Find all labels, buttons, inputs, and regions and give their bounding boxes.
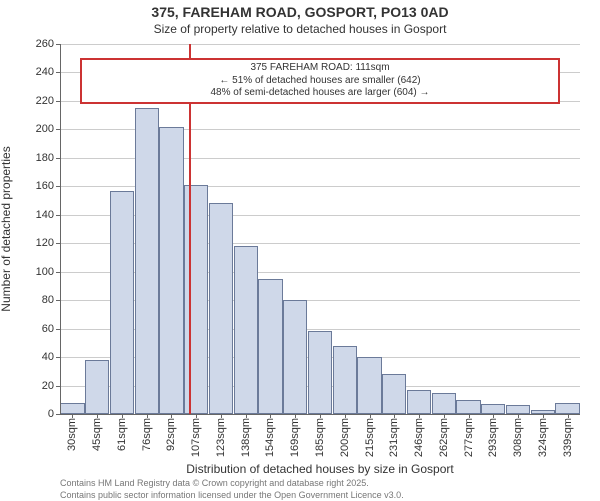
- xtick-label: 61sqm: [116, 418, 128, 451]
- annotation-box: 375 FAREHAM ROAD: 111sqm← 51% of detache…: [80, 58, 560, 104]
- y-axis-label-text: Number of detached properties: [0, 146, 13, 311]
- histogram-bar: [555, 403, 579, 414]
- chart-subtitle-text: Size of property relative to detached ho…: [154, 22, 447, 36]
- chart-subtitle: Size of property relative to detached ho…: [0, 22, 600, 36]
- attribution-line-1: Contains HM Land Registry data © Crown c…: [60, 478, 404, 490]
- xtick-label: 200sqm: [339, 418, 351, 457]
- histogram-bar: [432, 393, 456, 414]
- histogram-bar: [283, 300, 307, 414]
- histogram-bar: [481, 404, 505, 414]
- xtick-label: 185sqm: [314, 418, 326, 457]
- xtick-label: 308sqm: [512, 418, 524, 457]
- xtick-label: 231sqm: [388, 418, 400, 457]
- ytick-label: 180: [36, 152, 54, 164]
- histogram-bar: [258, 279, 282, 414]
- chart-container: 375, FAREHAM ROAD, GOSPORT, PO13 0AD Siz…: [0, 0, 600, 500]
- xtick-label: 30sqm: [66, 418, 78, 451]
- gridline: [60, 44, 580, 45]
- xtick-label: 324sqm: [537, 418, 549, 457]
- ytick-label: 40: [42, 351, 54, 363]
- ytick-label: 260: [36, 38, 54, 50]
- xtick-label: 107sqm: [190, 418, 202, 457]
- annotation-line: ← 51% of detached houses are smaller (64…: [88, 75, 552, 88]
- histogram-bar: [308, 331, 332, 414]
- histogram-bar: [506, 405, 530, 414]
- xtick-label: 293sqm: [487, 418, 499, 457]
- histogram-bar: [333, 346, 357, 414]
- ytick-label: 60: [42, 323, 54, 335]
- xtick-label: 339sqm: [562, 418, 574, 457]
- ytick-label: 240: [36, 66, 54, 78]
- histogram-bar: [407, 390, 431, 414]
- plot-area: 02040608010012014016018020022024026030sq…: [60, 44, 580, 414]
- histogram-bar: [159, 127, 183, 414]
- xtick-label: 138sqm: [240, 418, 252, 457]
- ytick-label: 0: [48, 408, 54, 420]
- histogram-bar: [357, 357, 381, 414]
- annotation-line: 375 FAREHAM ROAD: 111sqm: [88, 62, 552, 75]
- annotation-line: 48% of semi-detached houses are larger (…: [88, 87, 552, 100]
- xtick-label: 262sqm: [438, 418, 450, 457]
- xtick-label: 45sqm: [91, 418, 103, 451]
- xtick-label: 277sqm: [463, 418, 475, 457]
- histogram-bar: [60, 403, 84, 414]
- ytick-label: 120: [36, 237, 54, 249]
- histogram-bar: [135, 108, 159, 414]
- ytick-label: 100: [36, 266, 54, 278]
- histogram-bar: [110, 191, 134, 414]
- histogram-bar: [234, 246, 258, 414]
- xtick-label: 76sqm: [141, 418, 153, 451]
- y-axis-label: Number of detached properties: [0, 44, 13, 414]
- histogram-bar: [184, 185, 208, 414]
- y-axis-line: [60, 44, 61, 414]
- ytick-label: 220: [36, 95, 54, 107]
- x-axis-label: Distribution of detached houses by size …: [60, 462, 580, 476]
- ytick-label: 140: [36, 209, 54, 221]
- ytick-label: 80: [42, 294, 54, 306]
- ytick-label: 200: [36, 123, 54, 135]
- histogram-bar: [382, 374, 406, 414]
- xtick-label: 215sqm: [364, 418, 376, 457]
- chart-title: 375, FAREHAM ROAD, GOSPORT, PO13 0AD: [0, 4, 600, 20]
- x-axis-line: [60, 414, 580, 415]
- ytick-label: 160: [36, 180, 54, 192]
- xtick-label: 246sqm: [413, 418, 425, 457]
- xtick-label: 169sqm: [289, 418, 301, 457]
- histogram-bar: [85, 360, 109, 414]
- histogram-bar: [209, 203, 233, 414]
- attribution: Contains HM Land Registry data © Crown c…: [60, 478, 404, 501]
- xtick-label: 123sqm: [215, 418, 227, 457]
- ytick-label: 20: [42, 380, 54, 392]
- histogram-bar: [456, 400, 480, 414]
- attribution-line-2: Contains public sector information licen…: [60, 490, 404, 501]
- xtick-label: 92sqm: [165, 418, 177, 451]
- xtick-label: 154sqm: [264, 418, 276, 457]
- chart-title-text: 375, FAREHAM ROAD, GOSPORT, PO13 0AD: [151, 4, 448, 20]
- x-axis-label-text: Distribution of detached houses by size …: [186, 462, 453, 476]
